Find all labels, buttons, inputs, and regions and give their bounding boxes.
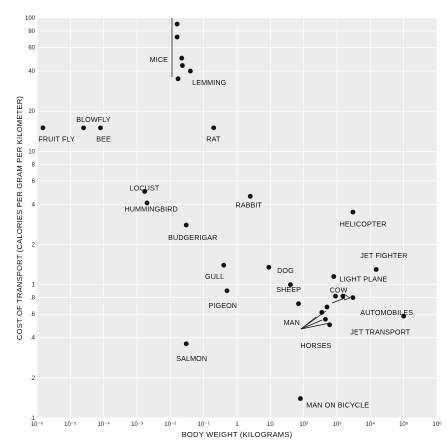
grid-layer: [36, 17, 438, 419]
data-point: [183, 341, 189, 347]
point-label: JET TRANSPORT: [350, 328, 411, 337]
x-tick-label: 10⁻²: [164, 422, 176, 428]
x-tick-label: 10³: [333, 422, 342, 428]
x-axis-title: BODY WEIGHT (KILOGRAMS): [182, 430, 293, 439]
data-point: [319, 309, 325, 315]
data-point: [183, 222, 189, 228]
data-point: [323, 316, 328, 322]
data-point: [324, 304, 330, 310]
data-point: [327, 322, 333, 328]
point-label: BUDGERIGAR: [168, 233, 217, 242]
data-point: [247, 193, 253, 199]
y-tick-label: 60: [28, 46, 35, 52]
y-tick-label: 40: [28, 69, 35, 75]
x-tick-labels: 10⁻⁶ 10⁻⁵ 10⁻⁴ 10⁻³ 10⁻² 10⁻¹ 1 10 10² 10³ 10⁴ 10⁵ 1…: [31, 421, 442, 428]
data-point: [340, 293, 346, 299]
data-point: [174, 34, 180, 40]
data-point: [179, 55, 185, 61]
point-label: LIGHT PLANE: [340, 275, 388, 284]
point-label: RAT: [206, 134, 221, 143]
y-tick-label: .2: [30, 376, 36, 382]
point-label: MAN ON BICYCLE: [306, 401, 369, 410]
data-point: [142, 189, 148, 194]
y-tick-label: .1: [30, 416, 36, 422]
x-tick-label: 1: [235, 422, 239, 428]
x-tick-label: 10⁴: [366, 421, 376, 428]
y-tick-label: 2: [32, 243, 36, 249]
point-label: FRUIT FLY: [38, 134, 75, 143]
y-tick-label: .4: [30, 336, 36, 342]
data-point: [373, 267, 379, 272]
data-point: [401, 313, 407, 319]
point-label: HORSES: [300, 341, 331, 350]
point-label: MAN: [284, 318, 300, 327]
point-label: SALMON: [176, 354, 207, 363]
y-axis-title: COST OF TRANSPORT (CALORIES PER GRAM PER…: [15, 96, 24, 341]
data-point: [174, 21, 180, 27]
data-point: [333, 293, 338, 299]
data-point: [175, 76, 181, 82]
y-tick-label: .6: [30, 312, 36, 318]
data-point: [144, 200, 150, 206]
y-tick-labels: 100 80 60 40 20 10 8 6 4 2 1 .8 .6 .4 .2 .1: [25, 16, 36, 422]
y-tick-label: 1: [32, 283, 36, 289]
data-point: [296, 301, 301, 307]
y-tick-label: 20: [28, 109, 35, 115]
point-label: AUTOMOBILES: [360, 308, 413, 317]
x-tick-label: 10⁻⁶: [31, 421, 44, 428]
point-label: RABBIT: [235, 201, 262, 210]
horses-pointer-3: [300, 322, 331, 330]
x-tick-label: 10²: [299, 422, 308, 428]
point-label: COW: [330, 286, 348, 295]
data-point: [40, 125, 46, 131]
point-label: MICE: [150, 55, 168, 64]
point-label: LOCUST: [130, 184, 160, 193]
y-tick-label: 100: [25, 16, 36, 22]
y-tick-label: .8: [30, 296, 36, 302]
point-label: PIGEON: [209, 301, 238, 310]
y-tick-label: 10: [28, 149, 35, 155]
data-point: [266, 264, 272, 270]
point-label: HELICOPTER: [340, 220, 387, 229]
point-label: DOG: [277, 266, 294, 275]
data-point: [221, 262, 227, 268]
data-point: [224, 288, 230, 294]
automobiles-pointer-1: [331, 297, 346, 304]
data-point: [98, 125, 103, 131]
data-point: [298, 396, 303, 401]
y-tick-label: 8: [32, 162, 36, 168]
x-tick-label: 10⁻⁵: [64, 421, 77, 428]
data-point: [350, 295, 356, 300]
x-tick-label: 10⁵: [399, 421, 409, 428]
data-point: [81, 125, 86, 131]
x-tick-label: 10: [267, 422, 274, 428]
x-tick-label: 10⁻⁴: [97, 421, 110, 428]
point-label: JET FIGHTER: [360, 251, 407, 260]
horses-pointer-2: [300, 319, 323, 330]
y-tick-label: 6: [32, 179, 36, 185]
data-point: [211, 125, 217, 131]
point-label: HUMMINGBIRD: [124, 204, 177, 213]
points-layer: [40, 21, 407, 401]
data-point: [188, 68, 193, 74]
x-tick-label: 10⁶: [432, 421, 442, 428]
x-tick-label: 10⁻³: [131, 422, 143, 428]
automobiles-pointer-2: [343, 293, 351, 301]
point-label: BLOWFLY: [76, 115, 111, 124]
x-tick-label: 10⁻¹: [198, 422, 210, 428]
labels-layer: FRUIT FLY BLOWFLY BEE RAT MICE LEMMING LOCUST H…: [38, 55, 413, 410]
point-label: SHEEP: [276, 285, 301, 294]
y-tick-label: 80: [28, 29, 35, 35]
point-label: LEMMING: [192, 78, 227, 87]
data-point: [350, 209, 356, 215]
y-tick-label: 4: [32, 202, 36, 208]
point-label: GULL: [205, 272, 224, 281]
point-label: BEE: [96, 134, 111, 143]
data-point: [179, 63, 185, 68]
data-point: [331, 274, 337, 279]
data-point: [288, 282, 293, 288]
